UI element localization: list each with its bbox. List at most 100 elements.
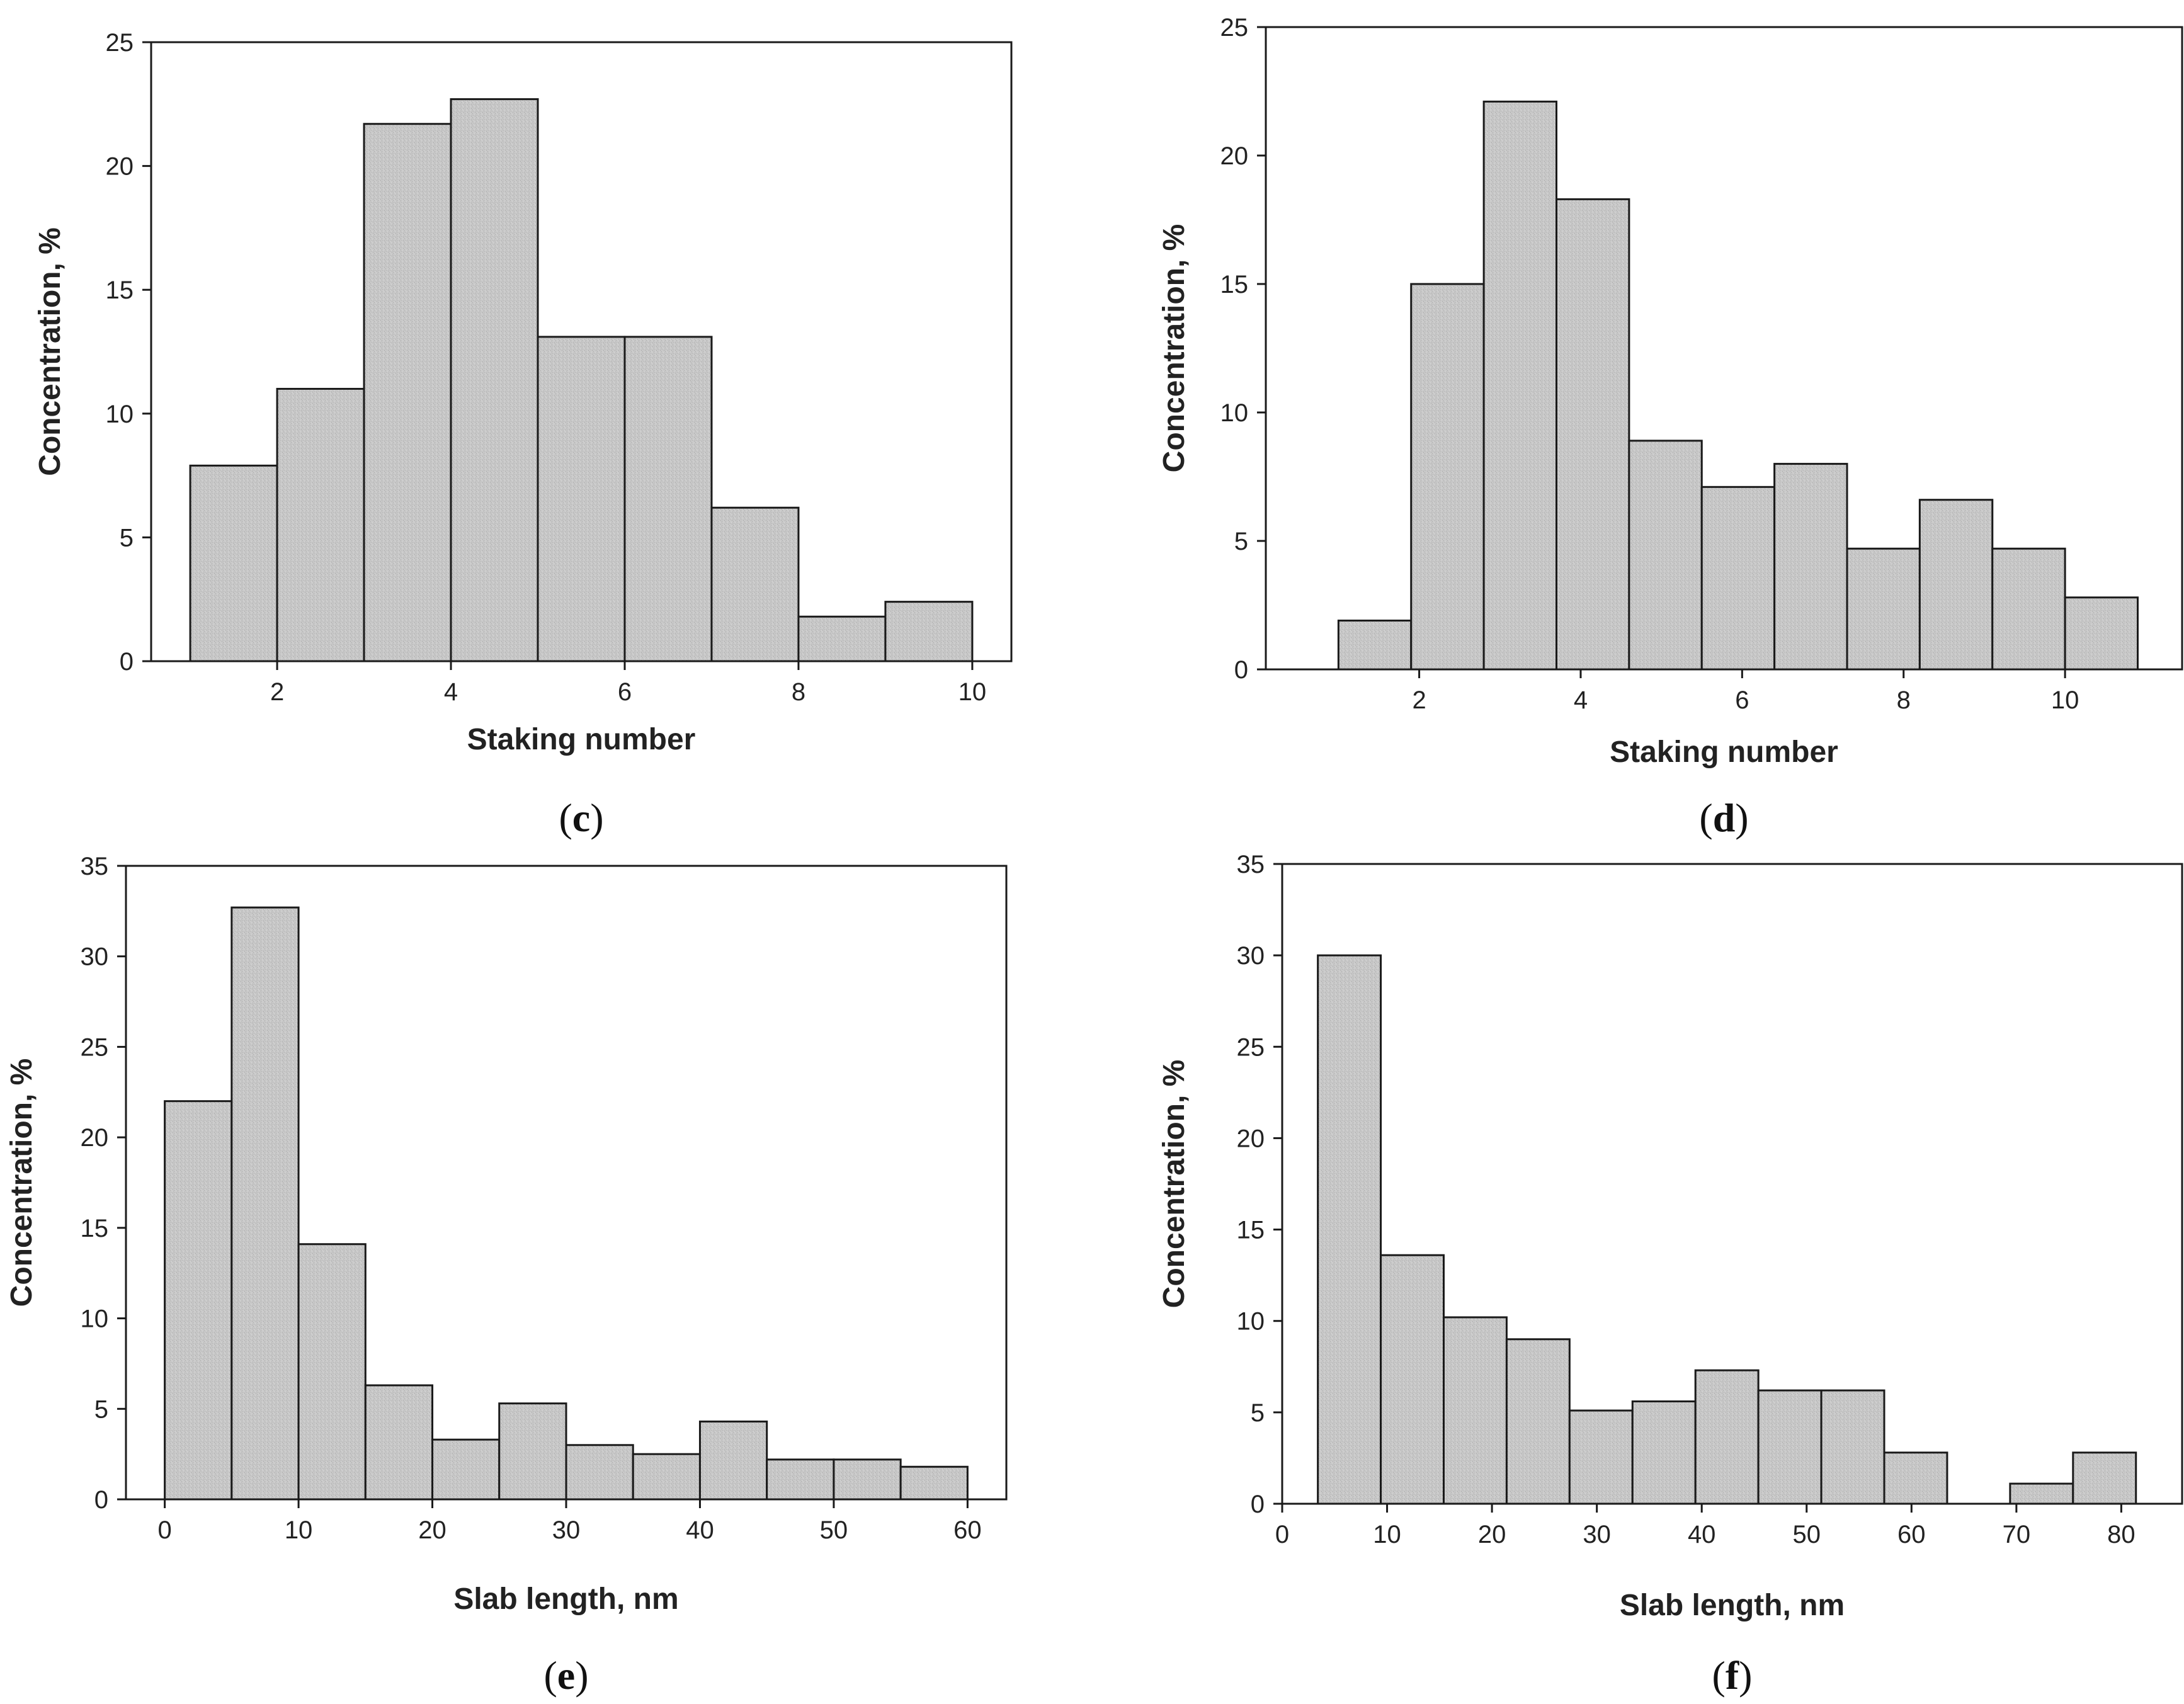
chart-panel-e: 0 5 10 15 20 25 30 35 0 10 20 30 40 50 60 Slab length, … — [5, 853, 1008, 1698]
bar-e-3 — [364, 1384, 434, 1501]
y-tick-label-c-25: 25 — [106, 29, 134, 57]
bar-c-6 — [710, 506, 800, 662]
y-tick-label-c-5: 5 — [120, 524, 134, 552]
x-tick-label-f-20: 20 — [1478, 1521, 1506, 1548]
bar-e-10 — [833, 1458, 902, 1501]
x-tick-label-d-8: 8 — [1897, 686, 1911, 714]
bar-d-10 — [2064, 596, 2139, 671]
bar-e-11 — [899, 1465, 969, 1501]
bar-f-1 — [1380, 1254, 1445, 1505]
x-tick-label-c-2: 2 — [270, 678, 284, 706]
panel-letter-e: e — [557, 1653, 575, 1698]
chart-panel-d: 0 5 10 15 20 25 2 4 6 8 10 Staking number Concentrat… — [1157, 14, 2183, 840]
bar-e-8 — [698, 1420, 768, 1501]
y-axis-title-f: Concentration, % — [1157, 1060, 1191, 1309]
bar-f-9 — [1883, 1451, 1948, 1505]
bar-e-2 — [297, 1243, 367, 1501]
bar-c-1 — [276, 387, 365, 662]
bar-c-3 — [450, 98, 539, 662]
bar-d-8 — [1918, 499, 1994, 671]
x-tick-label-f-80: 80 — [2107, 1521, 2136, 1548]
x-tick-label-e-60: 60 — [953, 1516, 982, 1544]
bar-f-4 — [1568, 1409, 1634, 1505]
bar-f-5 — [1631, 1400, 1697, 1505]
bar-f-8 — [1820, 1389, 1885, 1505]
y-tick-label-e-0: 0 — [94, 1486, 108, 1514]
panel-label-f: (f) — [1712, 1653, 1753, 1698]
x-axis-title-d: Staking number — [1610, 736, 1838, 769]
bar-d-9 — [1991, 547, 2066, 671]
y-tick-label-f-25: 25 — [1237, 1033, 1265, 1061]
bar-d-6 — [1773, 463, 1848, 671]
x-tick-label-e-40: 40 — [686, 1516, 714, 1544]
y-axis-title-e: Concentration, % — [5, 1059, 38, 1307]
bar-e-1 — [230, 906, 300, 1501]
bar-e-7 — [632, 1453, 701, 1501]
y-tick-label-e-25: 25 — [81, 1033, 109, 1061]
y-tick-label-e-20: 20 — [81, 1124, 109, 1152]
bar-d-0 — [1337, 619, 1413, 671]
bar-d-7 — [1846, 547, 1921, 671]
x-tick-label-e-0: 0 — [157, 1516, 171, 1544]
plot-frame-c — [150, 41, 1013, 662]
y-tick-label-c-15: 15 — [106, 276, 134, 304]
x-tick-label-f-70: 70 — [2003, 1521, 2031, 1548]
x-tick-label-f-30: 30 — [1583, 1521, 1611, 1548]
y-tick-label-f-5: 5 — [1251, 1399, 1265, 1427]
y-tick-label-f-20: 20 — [1237, 1125, 1265, 1152]
bar-c-8 — [884, 601, 974, 662]
x-tick-label-f-50: 50 — [1793, 1521, 1821, 1548]
x-tick-label-e-30: 30 — [552, 1516, 581, 1544]
y-tick-label-e-30: 30 — [81, 943, 109, 971]
panel-label-e: (e) — [543, 1653, 588, 1698]
y-tick-label-f-10: 10 — [1237, 1308, 1265, 1336]
y-tick-label-e-10: 10 — [81, 1305, 109, 1333]
x-axis-title-e: Slab length, nm — [453, 1582, 678, 1616]
chart-panel-f: 0 5 10 15 20 25 30 35 0 10 20 30 40 50 60 70 80 Slab leng… — [1157, 851, 2183, 1698]
bar-c-0 — [189, 464, 278, 662]
bar-e-5 — [498, 1402, 567, 1501]
bar-f-11 — [2072, 1451, 2137, 1505]
bar-c-5 — [623, 336, 713, 662]
x-tick-label-d-6: 6 — [1735, 686, 1749, 714]
y-tick-label-c-20: 20 — [106, 153, 134, 181]
bar-f-7 — [1757, 1389, 1823, 1505]
y-tick-label-c-0: 0 — [120, 648, 134, 676]
panel-label-c: (c) — [559, 795, 603, 840]
bar-c-4 — [537, 336, 626, 662]
bar-f-6 — [1694, 1369, 1760, 1505]
bar-c-7 — [797, 615, 887, 662]
panel-label-d: (d) — [1699, 795, 1748, 840]
panel-letter-f: f — [1726, 1653, 1739, 1698]
x-tick-label-e-10: 10 — [285, 1516, 313, 1544]
y-tick-label-d-20: 20 — [1220, 142, 1249, 170]
bar-f-3 — [1505, 1338, 1571, 1505]
x-tick-label-e-20: 20 — [418, 1516, 446, 1544]
y-tick-label-e-15: 15 — [81, 1215, 109, 1242]
x-axis-title-f: Slab length, nm — [1620, 1589, 1845, 1622]
chart-panel-c: 0 5 10 15 20 25 2 4 6 8 10 Staking number Concentrat… — [33, 29, 1013, 840]
y-tick-label-f-30: 30 — [1237, 942, 1265, 970]
y-tick-label-e-5: 5 — [94, 1395, 108, 1423]
y-tick-label-d-15: 15 — [1220, 271, 1249, 298]
y-tick-label-d-25: 25 — [1220, 14, 1249, 42]
y-tick-label-f-0: 0 — [1251, 1491, 1265, 1518]
bar-f-2 — [1442, 1316, 1508, 1505]
bar-e-9 — [766, 1458, 835, 1501]
bar-e-0 — [164, 1100, 233, 1501]
panel-letter-d: d — [1713, 795, 1736, 840]
x-tick-label-c-8: 8 — [792, 678, 805, 706]
x-tick-label-c-4: 4 — [444, 678, 458, 706]
x-tick-label-f-60: 60 — [1897, 1521, 1926, 1548]
y-axis-title-d: Concentration, % — [1157, 224, 1191, 473]
bar-e-4 — [431, 1438, 501, 1501]
x-tick-label-f-10: 10 — [1373, 1521, 1401, 1548]
x-tick-label-e-50: 50 — [820, 1516, 848, 1544]
bar-d-5 — [1700, 486, 1776, 671]
x-tick-label-c-10: 10 — [958, 678, 987, 706]
x-tick-label-d-10: 10 — [2051, 686, 2079, 714]
bar-d-4 — [1628, 440, 1703, 671]
bar-e-6 — [565, 1444, 634, 1501]
y-tick-label-d-10: 10 — [1220, 399, 1249, 427]
bar-c-2 — [363, 123, 452, 662]
